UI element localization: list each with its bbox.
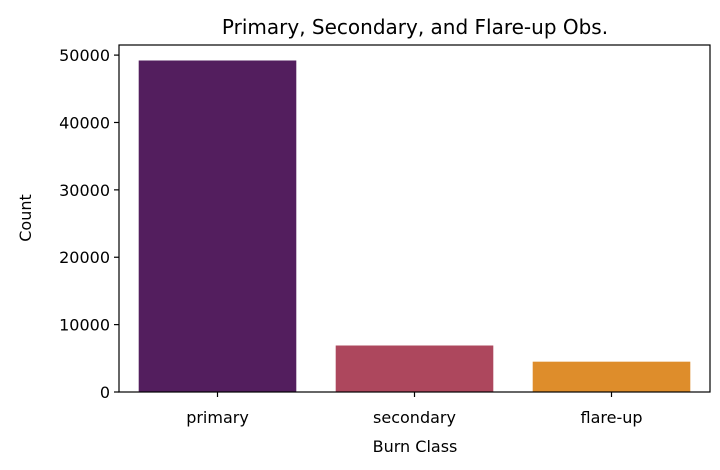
bar-flare-up <box>532 361 691 392</box>
bars-group <box>138 60 691 393</box>
bar-secondary <box>335 345 494 392</box>
y-tick-label: 10000 <box>59 316 110 335</box>
x-tick-label: primary <box>186 408 249 427</box>
bar-primary <box>138 60 297 393</box>
y-tick-label: 40000 <box>59 113 110 132</box>
y-axis-label: Count <box>16 194 35 242</box>
chart-title: Primary, Secondary, and Flare-up Obs. <box>222 15 608 39</box>
y-tick-label: 30000 <box>59 181 110 200</box>
y-tick-label: 20000 <box>59 248 110 267</box>
x-axis-ticks: primary secondary flare-up <box>186 392 643 427</box>
x-tick-label: secondary <box>373 408 456 427</box>
y-axis-ticks: 0 10000 20000 30000 40000 50000 <box>59 46 119 402</box>
y-tick-label: 0 <box>100 383 110 402</box>
plot-frame <box>118 44 711 393</box>
x-axis-label: Burn Class <box>373 437 458 456</box>
y-tick-label: 50000 <box>59 46 110 65</box>
x-tick-label: flare-up <box>580 408 642 427</box>
